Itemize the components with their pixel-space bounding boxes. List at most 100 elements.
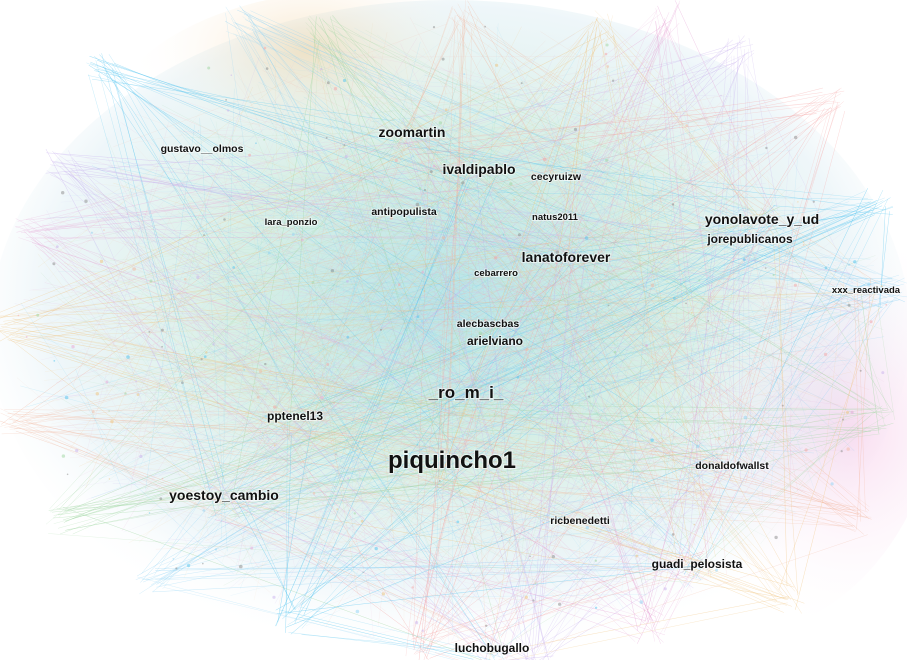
- network-edge: [52, 161, 557, 247]
- network-edge: [53, 412, 458, 516]
- network-edge: [2, 156, 472, 329]
- network-edge: [335, 27, 572, 357]
- network-node: [273, 405, 277, 409]
- network-edge: [488, 411, 527, 585]
- network-edge: [244, 298, 830, 441]
- network-edge: [421, 135, 801, 348]
- network-edge: [80, 75, 299, 305]
- network-edge: [447, 389, 536, 660]
- network-edge: [485, 21, 594, 192]
- network-edge: [208, 349, 574, 442]
- network-node: [362, 571, 364, 573]
- network-edge: [135, 358, 872, 518]
- network-node: [434, 258, 437, 261]
- network-node: [477, 363, 480, 365]
- network-edge: [454, 101, 844, 457]
- label-layer: piquincho1_ro_m_i_yonolavote_y_udivaldip…: [160, 123, 902, 656]
- network-node: [774, 535, 778, 540]
- network-edge: [318, 390, 543, 470]
- network-edge: [220, 412, 845, 438]
- network-edge: [285, 449, 854, 456]
- network-edge: [274, 270, 695, 288]
- network-edge: [767, 176, 801, 382]
- network-edge: [174, 146, 397, 229]
- network-edge: [408, 166, 884, 330]
- network-edge: [119, 161, 360, 240]
- network-edge: [555, 251, 693, 593]
- network-edge: [299, 606, 504, 658]
- network-edge: [235, 279, 635, 516]
- network-node: [389, 216, 394, 220]
- network-edge: [504, 58, 744, 660]
- network-edge: [429, 441, 487, 549]
- network-edge: [726, 235, 732, 455]
- network-edge: [56, 265, 634, 400]
- network-edge: [242, 16, 560, 264]
- network-edge: [402, 494, 522, 608]
- network-node: [196, 275, 200, 279]
- network-edge: [471, 90, 845, 163]
- network-edge: [404, 111, 456, 380]
- network-edge: [98, 413, 455, 455]
- network-edge: [177, 211, 562, 593]
- network-node: [256, 395, 260, 399]
- network-edge: [307, 56, 537, 559]
- network-edge: [192, 160, 406, 306]
- network-edge: [596, 159, 680, 268]
- network-edge: [224, 212, 570, 327]
- network-edge: [285, 420, 288, 617]
- network-edge: [57, 271, 710, 278]
- network-edge: [351, 290, 520, 353]
- network-edge: [210, 117, 459, 640]
- network-edge: [86, 223, 295, 241]
- network-edge: [129, 60, 654, 144]
- network-node: [99, 259, 104, 264]
- network-node: [172, 558, 175, 560]
- network-node: [717, 437, 721, 440]
- network-edge: [451, 405, 871, 432]
- network-edge: [457, 28, 488, 660]
- network-edge: [241, 239, 611, 422]
- network-edge: [86, 412, 354, 500]
- network-edge: [480, 191, 520, 554]
- network-edge: [15, 127, 394, 228]
- network-node: [25, 336, 28, 338]
- network-edge: [330, 41, 403, 153]
- network-edge: [165, 45, 448, 522]
- network-edge: [325, 58, 656, 627]
- network-node: [489, 165, 491, 168]
- network-edge: [81, 352, 581, 555]
- network-edge: [27, 431, 499, 644]
- network-node: [650, 283, 655, 288]
- network-edge: [306, 313, 847, 471]
- network-edge: [181, 270, 511, 494]
- network-edge: [772, 233, 799, 596]
- network-edge: [467, 191, 696, 546]
- network-node: [429, 170, 433, 174]
- network-edge: [377, 234, 833, 419]
- network-edge: [218, 125, 584, 209]
- network-edge: [748, 37, 778, 211]
- network-node: [258, 369, 263, 374]
- network-edge: [121, 37, 418, 532]
- network-node: [693, 523, 696, 526]
- network-edge: [307, 26, 522, 452]
- network-edge: [413, 221, 776, 655]
- network-edge: [110, 379, 531, 570]
- network-edge: [479, 70, 577, 484]
- network-edge: [472, 407, 889, 417]
- network-node: [524, 595, 528, 599]
- network-edge: [630, 208, 825, 537]
- network-node: [75, 449, 79, 453]
- network-edge: [283, 426, 856, 508]
- network-edge: [573, 153, 609, 626]
- network-node: [343, 144, 346, 147]
- network-node: [592, 438, 596, 442]
- network-edge: [62, 109, 204, 272]
- network-edge: [477, 50, 755, 174]
- network-node: [423, 290, 426, 292]
- network-edge: [88, 165, 630, 352]
- network-edge: [386, 185, 728, 260]
- network-edge: [282, 409, 535, 653]
- network-edge: [299, 306, 539, 587]
